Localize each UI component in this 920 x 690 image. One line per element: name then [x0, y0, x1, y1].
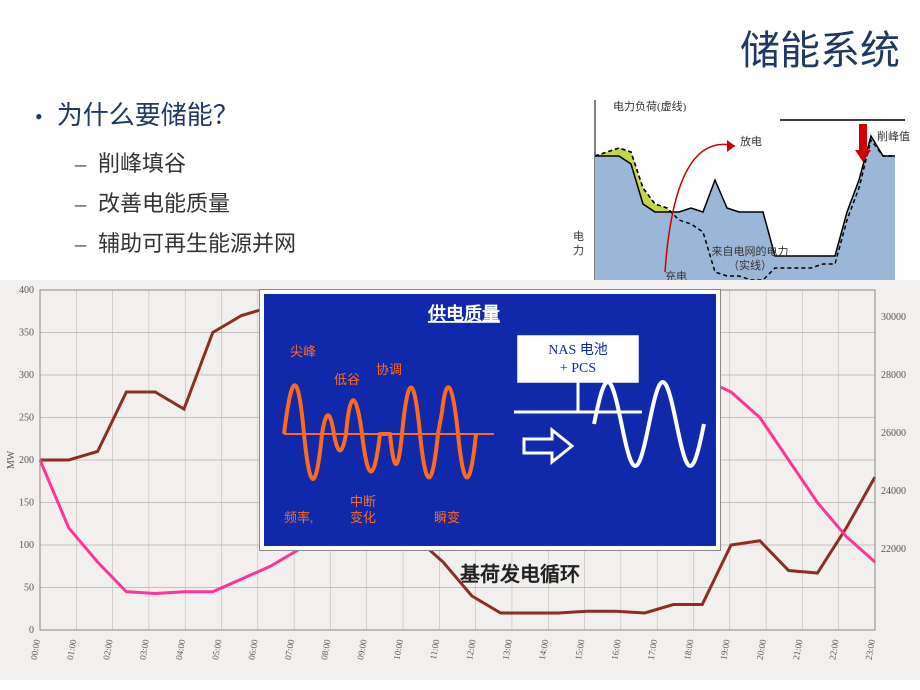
- svg-text:150: 150: [19, 498, 34, 509]
- svg-text:协调: 协调: [376, 362, 402, 377]
- svg-text:03:00: 03:00: [137, 638, 150, 660]
- svg-text:削峰值: 削峰值: [877, 129, 910, 143]
- svg-text:23:00: 23:00: [864, 638, 877, 660]
- svg-text:+ PCS: + PCS: [560, 361, 596, 376]
- svg-text:中断: 中断: [350, 494, 376, 509]
- svg-text:28000: 28000: [881, 370, 906, 381]
- svg-text:14:00: 14:00: [537, 638, 550, 660]
- svg-text:00:00: 00:00: [29, 638, 42, 660]
- svg-text:MW: MW: [6, 450, 17, 469]
- svg-text:力: 力: [573, 244, 584, 257]
- bullet-item: 改善电能质量: [75, 186, 296, 218]
- svg-text:20:00: 20:00: [755, 638, 768, 660]
- bullet-dot: •: [35, 104, 43, 129]
- svg-text:22000: 22000: [881, 544, 906, 555]
- svg-text:350: 350: [19, 328, 34, 339]
- svg-text:13:00: 13:00: [501, 638, 514, 660]
- svg-text:变化: 变化: [350, 510, 376, 525]
- power-quality-box: 供电质量尖峰低谷 协调中断变化 频率, 瞬变 NAS 电池 + PCS: [260, 290, 720, 550]
- svg-text:19:00: 19:00: [718, 638, 731, 660]
- svg-text:16:00: 16:00: [609, 638, 622, 660]
- svg-text:放电: 放电: [740, 134, 762, 148]
- svg-text:频率,: 频率,: [284, 510, 313, 525]
- svg-text:300: 300: [19, 370, 34, 381]
- svg-text:26000: 26000: [881, 428, 906, 439]
- svg-text:07:00: 07:00: [283, 638, 296, 660]
- svg-text:01:00: 01:00: [65, 638, 78, 660]
- svg-text:10:00: 10:00: [392, 638, 405, 660]
- svg-text:15:00: 15:00: [573, 638, 586, 660]
- svg-text:30000: 30000: [881, 312, 906, 323]
- svg-text:05:00: 05:00: [210, 638, 223, 660]
- svg-text:NAS 电池: NAS 电池: [548, 342, 608, 358]
- bullet-heading: 为什么要储能？: [57, 95, 239, 132]
- bullet-block: • 为什么要储能？ 削峰填谷 改善电能质量 辅助可再生能源并网: [35, 95, 296, 266]
- bullet-item: 辅助可再生能源并网: [75, 226, 296, 258]
- svg-text:250: 250: [19, 413, 34, 424]
- svg-text:200: 200: [19, 455, 34, 466]
- svg-text:17:00: 17:00: [646, 638, 659, 660]
- svg-text:09:00: 09:00: [355, 638, 368, 660]
- svg-text:12:00: 12:00: [464, 638, 477, 660]
- svg-text:21:00: 21:00: [791, 638, 804, 660]
- svg-text:08:00: 08:00: [319, 638, 332, 660]
- svg-text:18:00: 18:00: [682, 638, 695, 660]
- svg-text:供电质量: 供电质量: [427, 303, 500, 324]
- svg-text:400: 400: [19, 285, 34, 296]
- svg-text:尖峰: 尖峰: [290, 344, 316, 359]
- svg-text:来自电网的电力: 来自电网的电力: [712, 244, 789, 258]
- bullet-item: 削峰填谷: [75, 146, 296, 178]
- svg-text:电力负荷(虚线): 电力负荷(虚线): [613, 99, 687, 113]
- svg-text:50: 50: [24, 583, 34, 594]
- svg-text:02:00: 02:00: [101, 638, 114, 660]
- svg-text:0: 0: [29, 625, 34, 636]
- svg-text:04:00: 04:00: [174, 638, 187, 660]
- svg-text:电: 电: [573, 230, 584, 243]
- svg-text:100: 100: [19, 540, 34, 551]
- baseload-label: 基荷发电循环: [460, 558, 580, 587]
- svg-text:24000: 24000: [881, 486, 906, 497]
- svg-text:11:00: 11:00: [428, 638, 441, 660]
- svg-text:22:00: 22:00: [827, 638, 840, 660]
- page-title: 储能系统: [740, 18, 900, 76]
- svg-text:（实线）: （实线）: [728, 258, 772, 272]
- svg-text:瞬变: 瞬变: [434, 510, 460, 525]
- svg-text:06:00: 06:00: [246, 638, 259, 660]
- svg-text:低谷: 低谷: [334, 372, 360, 387]
